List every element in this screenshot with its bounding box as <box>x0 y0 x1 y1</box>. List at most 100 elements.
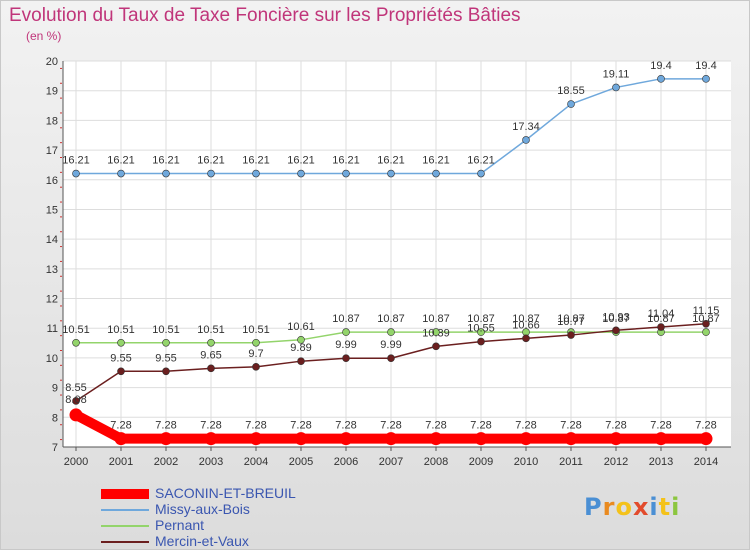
data-label: 10.51 <box>242 324 270 336</box>
data-point <box>567 331 575 339</box>
data-point <box>429 432 443 446</box>
x-tick-label: 2012 <box>604 456 628 468</box>
data-label: 7.28 <box>515 420 536 432</box>
logo-letter: x <box>632 493 650 521</box>
data-label: 10.66 <box>512 319 540 331</box>
data-point <box>432 328 440 336</box>
y-tick-label: 8 <box>52 412 58 424</box>
y-tick-label: 13 <box>46 264 58 276</box>
y-tick-label: 12 <box>46 294 58 306</box>
data-point <box>702 328 710 336</box>
data-label: 9.99 <box>335 339 356 351</box>
data-label: 19.11 <box>603 68 630 80</box>
data-point <box>252 169 260 178</box>
data-label: 7.28 <box>470 420 491 432</box>
data-point <box>342 328 350 336</box>
y-tick-label: 10 <box>46 353 58 365</box>
data-point <box>297 357 305 365</box>
legend-swatch <box>101 489 149 499</box>
data-label: 7.28 <box>110 420 131 432</box>
x-tick-label: 2013 <box>649 456 673 468</box>
data-point <box>432 342 440 351</box>
data-label: 10.87 <box>422 313 450 325</box>
data-point <box>387 169 395 178</box>
data-point <box>342 354 350 363</box>
logo-letter: i <box>649 493 659 521</box>
data-point <box>384 432 398 446</box>
data-label: 9.99 <box>380 339 401 351</box>
y-axis-unit-label: (en %) <box>26 29 62 43</box>
x-tick-label: 2005 <box>289 456 313 468</box>
legend-item: Missy-aux-Bois <box>101 501 361 518</box>
data-point <box>117 367 125 376</box>
data-label: 7.28 <box>650 420 671 432</box>
y-tick-label: 20 <box>46 56 58 68</box>
legend: SACONIN-ET-BREUIL Missy-aux-Bois Pernant Me… <box>101 485 361 550</box>
x-tick-label: 2008 <box>424 456 448 468</box>
data-point <box>612 326 620 335</box>
logo-letter: r <box>602 493 616 521</box>
data-point <box>162 367 170 376</box>
x-tick-label: 2001 <box>109 456 133 468</box>
data-point <box>162 169 170 178</box>
data-point <box>207 338 215 347</box>
data-label: 11.04 <box>648 308 675 320</box>
data-label: 16.21 <box>107 155 135 167</box>
y-tick-label: 7 <box>52 442 58 454</box>
data-label: 7.28 <box>560 420 581 432</box>
data-label: 10.87 <box>557 313 585 325</box>
data-label: 9.55 <box>110 352 131 364</box>
data-point <box>699 432 713 446</box>
x-tick-label: 2007 <box>379 456 403 468</box>
data-label: 10.93 <box>602 311 630 323</box>
data-point <box>339 432 353 446</box>
data-point <box>519 432 533 446</box>
data-label: 7.28 <box>245 420 266 432</box>
data-label: 10.87 <box>512 313 540 325</box>
data-point <box>69 408 83 422</box>
data-point <box>387 328 395 336</box>
x-tick-label: 2000 <box>64 456 88 468</box>
x-tick-label: 2011 <box>559 456 583 468</box>
data-label: 11.15 <box>693 305 720 317</box>
y-tick-label: 11 <box>47 323 58 335</box>
data-label: 10.87 <box>692 313 720 325</box>
x-tick-label: 2014 <box>694 456 718 468</box>
legend-label: Pernant <box>155 517 205 533</box>
data-label: 10.55 <box>467 323 495 335</box>
data-label: 9.89 <box>290 342 311 354</box>
y-tick-label: 19 <box>46 86 58 98</box>
x-tick-label: 2010 <box>514 456 538 468</box>
legend-label: Missy-aux-Bois <box>155 501 250 517</box>
data-point <box>477 169 485 178</box>
data-label: 16.21 <box>152 155 180 167</box>
data-label: 10.87 <box>332 313 360 325</box>
data-point <box>612 83 620 92</box>
data-point <box>72 338 80 347</box>
data-label: 16.21 <box>332 155 360 167</box>
x-tick-label: 2009 <box>469 456 493 468</box>
data-point <box>204 432 218 446</box>
data-point <box>252 338 260 347</box>
data-point <box>702 75 710 83</box>
data-point <box>114 432 128 446</box>
data-label: 16.21 <box>422 155 450 167</box>
data-point <box>564 432 578 446</box>
data-label: 9.7 <box>248 348 263 360</box>
x-tick-label: 2004 <box>244 456 268 468</box>
data-point <box>117 338 125 347</box>
data-label: 10.51 <box>152 324 180 336</box>
data-point <box>342 169 350 178</box>
x-tick-label: 2002 <box>154 456 178 468</box>
data-point <box>657 75 665 83</box>
data-label: 16.21 <box>287 155 315 167</box>
data-label: 10.51 <box>197 324 225 336</box>
data-point <box>474 432 488 446</box>
logo-letter: o <box>615 493 633 521</box>
legend-label: Mercin-et-Vaux <box>155 533 249 549</box>
data-label: 10.61 <box>287 321 315 333</box>
logo-letter: P <box>584 493 603 521</box>
data-label: 7.28 <box>425 420 446 432</box>
y-tick-label: 15 <box>46 204 58 216</box>
